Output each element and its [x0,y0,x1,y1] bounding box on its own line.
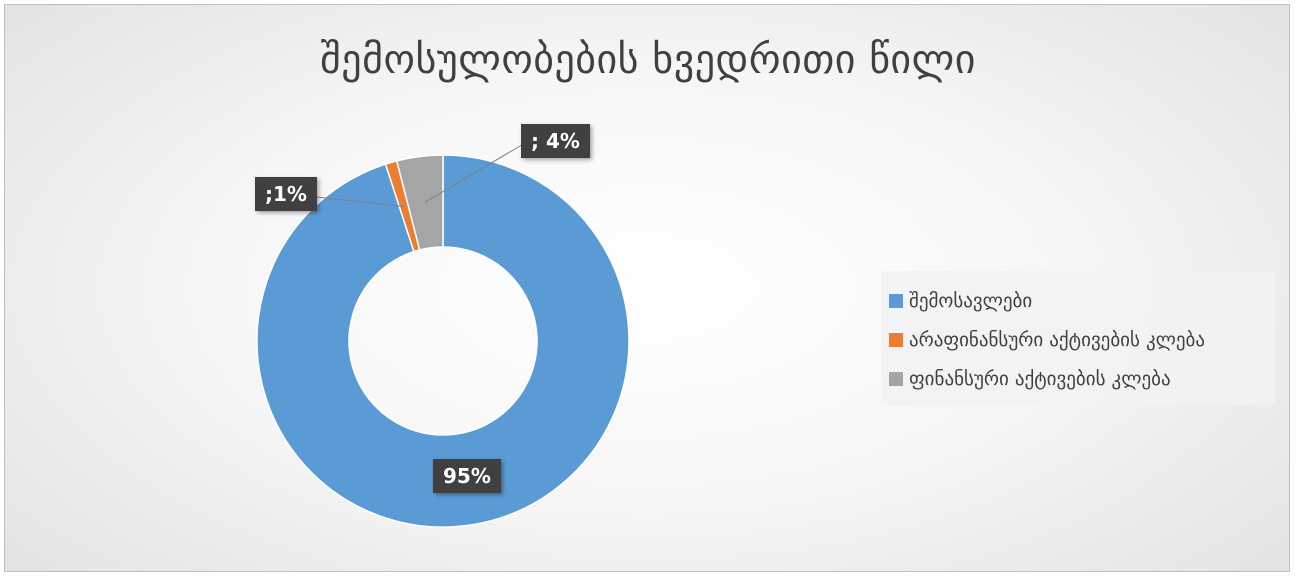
leader-line-nonfinancial-assets [316,196,404,208]
legend-label-income: შემოსავლები [909,289,1033,312]
leader-line-financial-assets [425,142,526,203]
legend-swatch-income [889,293,903,308]
legend: შემოსავლები არაფინანსური აქტივების კლება… [881,271,1275,405]
data-label-nonfinancial-assets: ;1% [255,177,317,211]
slice-financial-assets [395,154,444,251]
legend-swatch-financial-assets [889,371,903,386]
legend-label-nonfinancial-assets: არაფინანსური აქტივების კლება [909,328,1206,351]
data-label-income: 95% [433,459,501,493]
legend-item-nonfinancial-assets: არაფინანსური აქტივების კლება [881,320,1275,359]
donut-chart [256,142,630,528]
legend-item-financial-assets: ფინანსური აქტივების კლება [881,359,1275,398]
slice-income [256,154,630,528]
data-label-financial-assets: ; 4% [521,124,590,158]
chart-area: შემოსულობების ხვედრითი წილი 95% ;1% ; 4%… [4,4,1290,572]
legend-item-income: შემოსავლები [881,281,1275,320]
legend-swatch-nonfinancial-assets [889,332,903,347]
chart-title: შემოსულობების ხვედრითი წილი [320,37,976,83]
legend-label-financial-assets: ფინანსური აქტივების კლება [909,367,1171,390]
